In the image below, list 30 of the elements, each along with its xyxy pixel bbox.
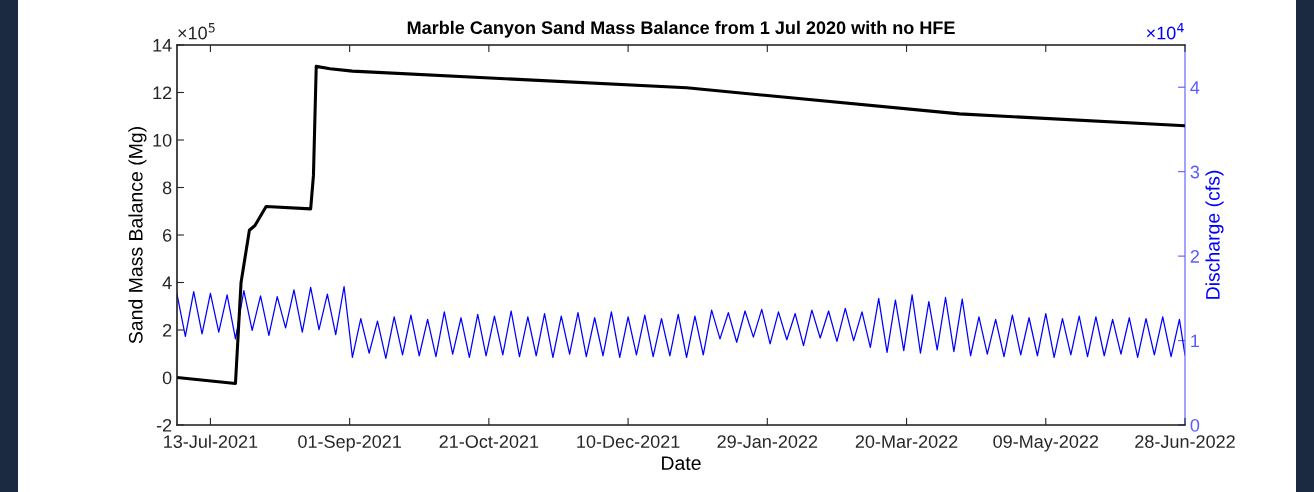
x-tick-label: 13-Jul-2021 <box>164 434 258 448</box>
y-axis-title: Sand Mass Balance (Mg) <box>128 127 147 344</box>
chart-title: Marble Canyon Sand Mass Balance from 1 Jul 2020 with no HFE <box>407 20 955 38</box>
y-tick-label: 10 <box>153 133 172 147</box>
x-tick-label: 10-Dec-2021 <box>577 435 680 448</box>
y-tick-label: 6 <box>163 228 172 242</box>
y-tick-label: 2 <box>163 323 172 337</box>
x-axis-title: Date <box>662 456 701 470</box>
y-tick-label: 4 <box>162 276 172 290</box>
y2-tick-label: 4 <box>1190 81 1200 94</box>
y2-axis-title: Discharge (cfs) <box>1205 170 1224 299</box>
text: ×10$^{4}$ <box>1146 23 1184 40</box>
x-tick-label: 28-Jun-2022 <box>1135 435 1235 448</box>
y-tick-label: -2 <box>156 418 172 432</box>
x-tick-label: 09-May-2022 <box>993 435 1099 452</box>
y-tick-label: 0 <box>162 371 172 385</box>
x-tick-label: 29-Jan-2022 <box>717 435 818 448</box>
x-tick-label: 20-Mar-2022 <box>855 435 958 448</box>
text: ×10$^{5}$ <box>178 23 215 40</box>
y2-tick-label: 3 <box>1190 165 1200 179</box>
x-tick-label: 01-Sep-2021 <box>298 435 401 452</box>
y2-tick-label: 0 <box>1190 418 1200 432</box>
line-series <box>177 64 1185 385</box>
line-series <box>177 285 1185 359</box>
y2-tick-label: 1 <box>1191 334 1200 348</box>
y-tick-label: 14 <box>153 39 172 52</box>
y-tick-label: 12 <box>153 86 172 100</box>
x-tick-label: 21-Oct-2021 <box>439 435 539 448</box>
y2-tick-label: 2 <box>1190 250 1199 263</box>
y-tick-label: 8 <box>162 181 172 195</box>
